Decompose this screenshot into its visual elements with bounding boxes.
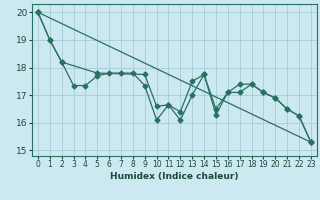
X-axis label: Humidex (Indice chaleur): Humidex (Indice chaleur) — [110, 172, 239, 181]
